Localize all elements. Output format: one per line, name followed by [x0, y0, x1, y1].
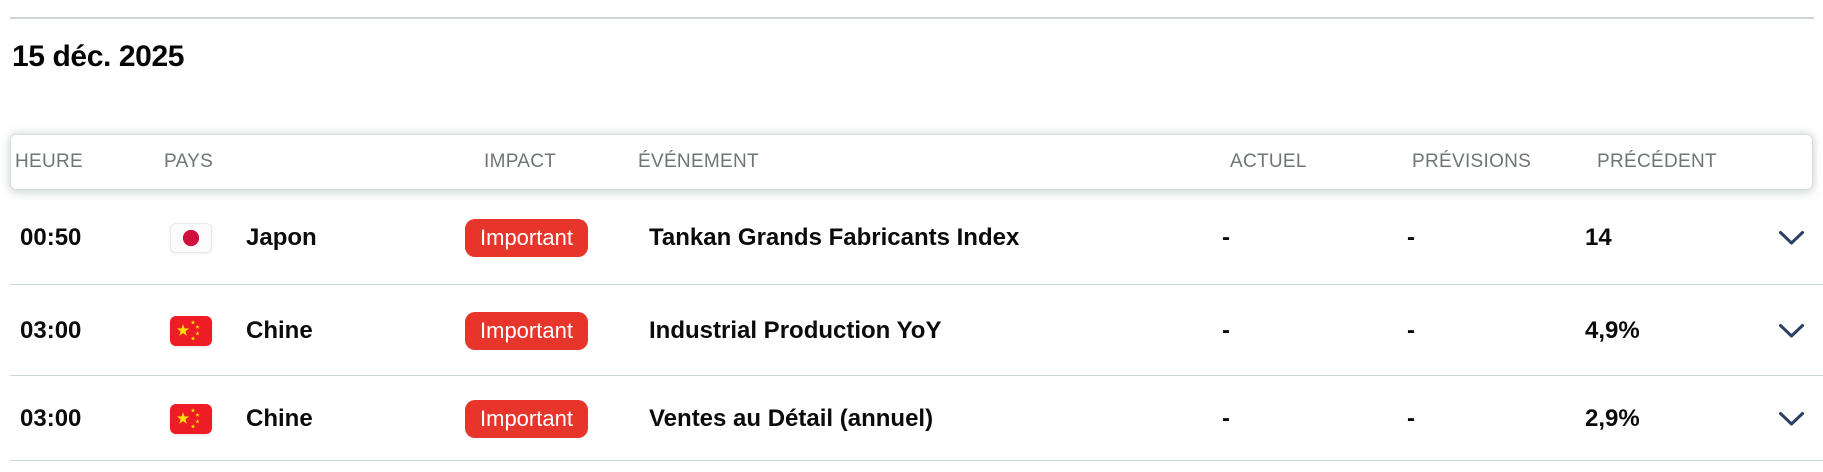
top-divider [10, 17, 1814, 19]
chevron-down-icon[interactable] [1778, 323, 1805, 339]
forecast-value: - [1407, 316, 1415, 344]
event-row-retail-sales[interactable]: 03:00 Chine Important Ventes au Détail (… [0, 376, 1823, 461]
event-row-tankan[interactable]: 00:50 Japon Important Tankan Grands Fabr… [0, 190, 1823, 285]
previous-value: 4,9% [1585, 316, 1640, 344]
column-header-event: ÉVÉNEMENT [638, 151, 759, 172]
event-time: 03:00 [20, 316, 82, 344]
actual-value: - [1222, 316, 1230, 344]
column-header-forecast: PRÉVISIONS [1412, 151, 1532, 172]
actual-value: - [1222, 223, 1230, 251]
previous-value: 2,9% [1585, 404, 1640, 432]
impact-badge: Important [465, 399, 588, 438]
forecast-value: - [1407, 223, 1415, 251]
china-flag-icon [170, 315, 212, 346]
column-header-impact: IMPACT [484, 151, 557, 172]
event-country: Chine [246, 404, 313, 432]
event-time: 03:00 [20, 404, 82, 432]
column-header-actual: ACTUEL [1230, 151, 1307, 172]
japan-flag-icon [170, 222, 212, 253]
column-header-time: HEURE [15, 151, 84, 172]
event-country: Japon [246, 223, 317, 251]
event-title: Tankan Grands Fabricants Index [649, 223, 1020, 251]
event-row-industrial-production[interactable]: 03:00 Chine Important Industrial Product… [0, 285, 1823, 376]
event-rows: 00:50 Japon Important Tankan Grands Fabr… [0, 190, 1823, 461]
column-header-previous: PRÉCÉDENT [1597, 151, 1717, 172]
chevron-down-icon[interactable] [1778, 411, 1805, 427]
impact-badge: Important [465, 311, 588, 350]
event-time: 00:50 [20, 223, 82, 251]
event-country: Chine [246, 316, 313, 344]
column-header-country: PAYS [164, 151, 214, 172]
china-flag-icon [170, 403, 212, 434]
table-header: HEURE PAYS IMPACT ÉVÉNEMENT ACTUEL PRÉVI… [10, 134, 1813, 190]
date-heading: 15 déc. 2025 [12, 40, 185, 73]
forecast-value: - [1407, 404, 1415, 432]
impact-badge: Important [465, 218, 588, 257]
chevron-down-icon[interactable] [1778, 230, 1805, 246]
actual-value: - [1222, 404, 1230, 432]
previous-value: 14 [1585, 223, 1612, 251]
event-title: Ventes au Détail (annuel) [649, 404, 934, 432]
event-title: Industrial Production YoY [649, 316, 942, 344]
